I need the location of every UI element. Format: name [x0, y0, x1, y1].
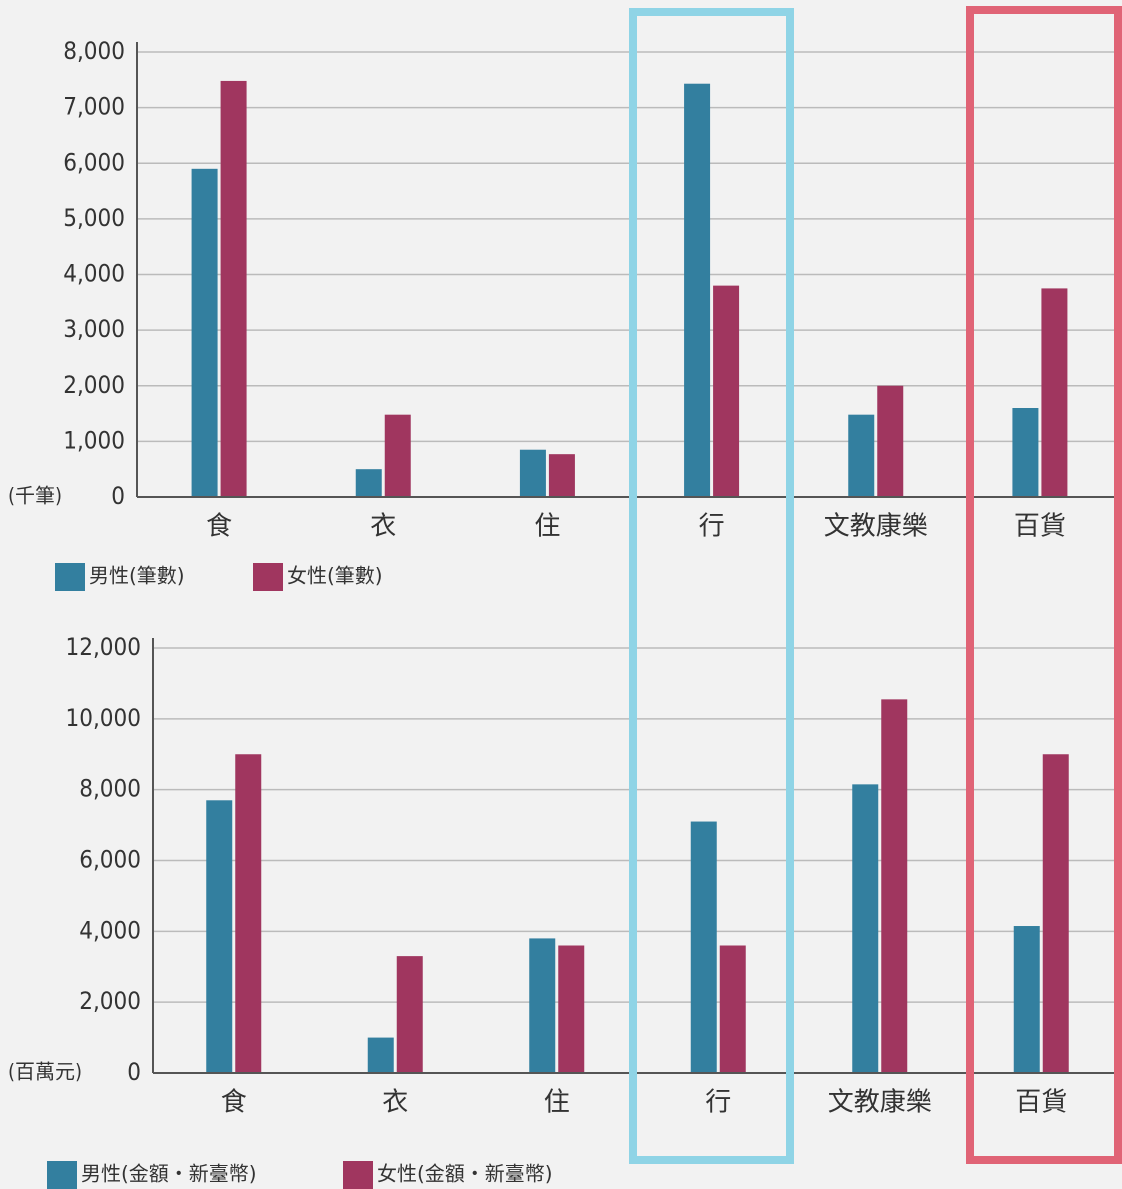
bar	[355, 469, 382, 497]
x-tick-label: 行	[699, 512, 725, 542]
y-tick-label: 8,000	[79, 775, 141, 803]
legend-swatch	[47, 1161, 77, 1189]
highlight-box	[966, 6, 1122, 1164]
y-tick-label: 2,000	[63, 371, 125, 399]
legend-swatch	[253, 563, 283, 591]
x-tick-label: 文教康樂	[828, 1088, 932, 1118]
bar	[384, 414, 411, 497]
bar	[396, 956, 423, 1073]
bar	[690, 821, 717, 1073]
x-tick-label: 住	[544, 1088, 570, 1118]
bar	[519, 449, 546, 497]
x-tick-label: 行	[705, 1088, 731, 1118]
bar	[1013, 926, 1040, 1073]
x-tick-label: 住	[534, 512, 560, 542]
bar	[206, 800, 233, 1073]
legend-label: 男性(金額・新臺幣)	[81, 1162, 257, 1186]
y-tick-label: 3,000	[63, 315, 125, 343]
y-tick-label: 12,000	[65, 633, 141, 661]
x-tick-label: 百貨	[1015, 1088, 1067, 1118]
bar	[1042, 754, 1069, 1073]
bar	[191, 168, 218, 497]
legend-label: 女性(筆數)	[287, 564, 383, 588]
y-tick-label: 0	[127, 1058, 141, 1086]
y-tick-label: 6,000	[63, 148, 125, 176]
x-tick-label: 食	[206, 512, 232, 542]
bar	[1041, 288, 1068, 497]
bar	[558, 945, 585, 1073]
y-tick-label: 4,000	[63, 260, 125, 288]
legend-label: 男性(筆數)	[89, 564, 185, 588]
bar	[852, 784, 879, 1073]
x-tick-label: 衣	[370, 512, 396, 542]
y-tick-label: 0	[111, 482, 125, 510]
charts: 0 1,000 2,000 3,000 4,000 5,000 6,000 7,000 8,00…	[8, 37, 1122, 1189]
y-axis-label: (百萬元)	[8, 1060, 82, 1084]
y-tick-label: 2,000	[79, 987, 141, 1015]
x-tick-label: 文教康樂	[824, 512, 928, 542]
bar	[684, 83, 711, 498]
legend-swatch	[343, 1161, 373, 1189]
bar	[235, 754, 262, 1073]
y-tick-label: 1,000	[63, 426, 125, 454]
bar	[848, 414, 875, 497]
bar	[719, 945, 746, 1073]
y-tick-label: 10,000	[65, 704, 141, 732]
y-tick-label: 7,000	[63, 93, 125, 121]
x-tick-label: 百貨	[1014, 512, 1066, 542]
legend-label: 女性(金額・新臺幣)	[377, 1162, 553, 1186]
bar	[881, 699, 908, 1073]
x-tick-label: 食	[221, 1088, 247, 1118]
highlight-box	[629, 8, 794, 1164]
x-tick-label: 衣	[382, 1088, 408, 1118]
bar	[548, 454, 575, 497]
legend-swatch	[55, 563, 85, 591]
bar	[529, 938, 556, 1073]
y-tick-label: 8,000	[63, 37, 125, 65]
bar	[713, 285, 740, 497]
y-tick-label: 4,000	[79, 916, 141, 944]
y-axis-label: (千筆)	[8, 484, 62, 508]
bar	[220, 80, 247, 498]
y-tick-label: 5,000	[63, 204, 125, 232]
bar	[1012, 408, 1039, 497]
bar	[367, 1037, 394, 1073]
y-tick-label: 6,000	[79, 846, 141, 874]
bar	[877, 385, 904, 497]
